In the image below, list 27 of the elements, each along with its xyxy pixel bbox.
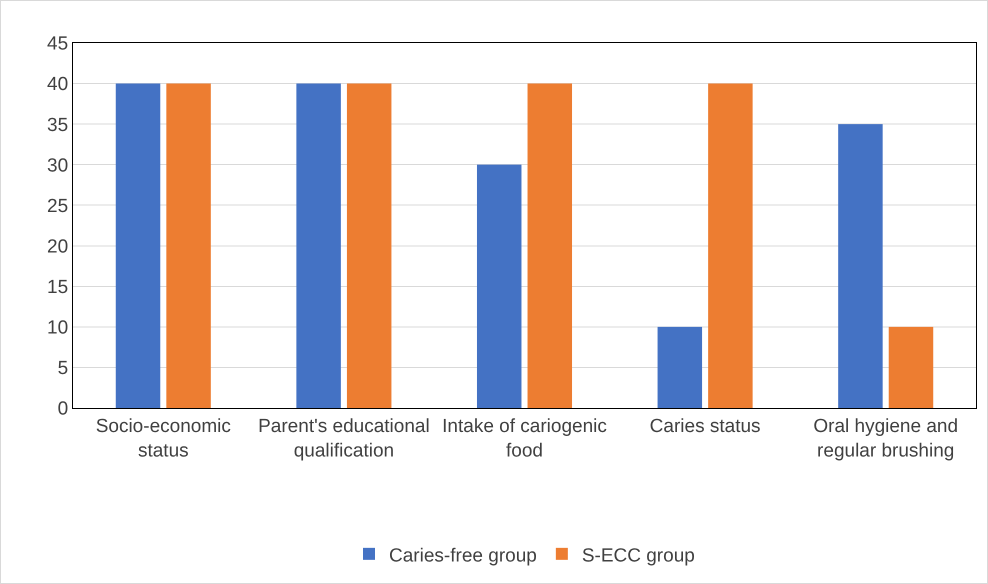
legend-label: S-ECC group — [582, 545, 695, 566]
bar — [166, 84, 211, 408]
y-tick-label: 45 — [47, 34, 68, 55]
y-tick-label: 25 — [47, 196, 68, 217]
y-tick-label: 10 — [47, 318, 68, 339]
x-tick-label: Oral hygiene and regular brushing — [813, 416, 958, 462]
x-tick-label: Parent's educational qualification — [258, 416, 430, 462]
bar — [708, 84, 753, 408]
x-tick-label: Intake of cariogenic food — [442, 416, 607, 462]
bar — [528, 84, 572, 408]
bar — [346, 84, 392, 408]
bar — [888, 326, 934, 408]
y-tick-label: 5 — [58, 358, 68, 380]
bar — [116, 84, 160, 408]
x-tick-label: Socio-economic status — [96, 416, 231, 462]
y-tick-label: 0 — [58, 398, 68, 420]
bar — [838, 124, 883, 408]
y-tick-label: 40 — [47, 74, 68, 96]
y-tick-label: 30 — [47, 155, 68, 176]
y-tick-label: 20 — [47, 236, 68, 258]
x-tick-label: Caries status — [650, 416, 761, 437]
bar — [296, 84, 341, 408]
bar — [476, 164, 522, 408]
y-tick-label: 15 — [47, 276, 68, 298]
y-tick-label: 35 — [47, 114, 68, 136]
bar — [658, 326, 702, 408]
legend-label: Caries-free group — [389, 545, 537, 566]
